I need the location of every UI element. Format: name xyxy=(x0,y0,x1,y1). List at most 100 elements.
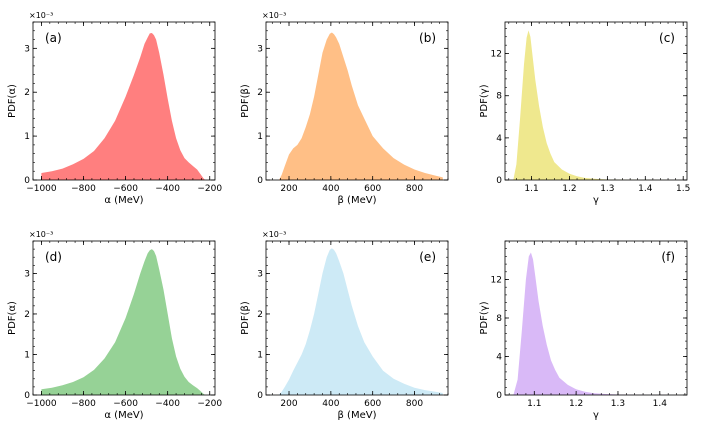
data-point xyxy=(542,325,543,326)
y-tick-label: 0 xyxy=(496,391,502,401)
data-point xyxy=(203,393,204,394)
panel-label: (e) xyxy=(419,250,436,264)
data-point xyxy=(331,248,332,249)
data-point xyxy=(424,390,425,391)
distribution-area xyxy=(41,33,206,180)
y-tick-label: 1 xyxy=(24,350,30,360)
data-point xyxy=(133,74,134,75)
data-point xyxy=(414,169,415,170)
data-point xyxy=(203,178,204,179)
data-point xyxy=(163,289,164,290)
data-point xyxy=(83,377,84,378)
x-tick-label: −1000 xyxy=(26,399,57,409)
data-point xyxy=(281,174,282,175)
data-point xyxy=(528,256,529,257)
data-point xyxy=(530,252,531,253)
data-point xyxy=(535,79,536,80)
data-point xyxy=(147,253,148,254)
data-point xyxy=(93,150,94,151)
data-point xyxy=(576,389,577,390)
data-point xyxy=(281,391,282,392)
x-axis-label: β (MeV) xyxy=(338,195,377,206)
data-point xyxy=(149,33,150,34)
x-tick-label: −1000 xyxy=(26,184,57,194)
data-point xyxy=(435,391,436,392)
y-tick-label: 1 xyxy=(257,350,263,360)
x-tick-label: 1.1 xyxy=(524,184,538,194)
data-point xyxy=(343,57,344,58)
distribution-area xyxy=(279,32,443,180)
x-tick-label: −400 xyxy=(155,399,180,409)
data-point xyxy=(347,70,348,71)
data-point xyxy=(424,172,425,173)
data-point xyxy=(326,39,327,40)
axes-frame xyxy=(504,21,688,181)
data-point xyxy=(351,305,352,306)
data-point xyxy=(435,175,436,176)
data-point xyxy=(339,43,340,44)
data-point xyxy=(184,376,185,377)
x-tick-label: 1.5 xyxy=(676,184,690,194)
data-point xyxy=(184,158,185,159)
data-point xyxy=(153,35,154,36)
y-tick-label: 0 xyxy=(24,391,30,401)
data-point xyxy=(72,164,73,165)
data-point xyxy=(318,293,319,294)
data-point xyxy=(535,274,536,275)
data-point xyxy=(156,39,157,40)
data-point xyxy=(151,249,152,250)
data-point xyxy=(288,379,289,380)
data-point xyxy=(301,138,302,139)
data-point xyxy=(301,354,302,355)
x-tick-label: −200 xyxy=(197,399,222,409)
data-point xyxy=(176,138,177,139)
data-point xyxy=(383,148,384,149)
data-point xyxy=(559,377,560,378)
data-point xyxy=(347,289,348,290)
panel-d: −1000 −800 −600 −400 −200 0 1 2 3 α (MeV) PDF(α) ×1… xyxy=(7,230,222,421)
x-tick-label: −800 xyxy=(71,184,96,194)
data-point xyxy=(147,37,148,38)
data-point xyxy=(550,153,551,154)
data-point xyxy=(383,370,384,371)
y-tick-label: 3 xyxy=(24,44,30,54)
data-point xyxy=(576,176,577,177)
data-point xyxy=(372,136,373,137)
data-point xyxy=(414,387,415,388)
data-point xyxy=(336,253,337,254)
data-point xyxy=(188,162,189,163)
data-point xyxy=(104,138,105,139)
data-point xyxy=(180,150,181,151)
panel-a: −1000 −800 −600 −400 −200 0 1 2 3 α (MeV) PDF(α) ×1… xyxy=(7,11,222,206)
data-point xyxy=(171,120,172,121)
y-scale-multiplier: ×10⁻³ xyxy=(262,11,286,20)
x-tick-label: 1.3 xyxy=(611,399,625,409)
data-point xyxy=(83,158,84,159)
data-point xyxy=(569,173,570,174)
panel-e: 200 400 600 800 0 1 2 3 β (MeV) PDF(β) ×10⁻³ (e) xyxy=(240,230,449,421)
data-point xyxy=(442,392,443,393)
data-point xyxy=(318,74,319,75)
y-tick-label: 0 xyxy=(496,176,502,186)
x-tick-label: 1.4 xyxy=(653,399,668,409)
y-tick-label: 1 xyxy=(257,132,263,142)
y-tick-label: 8 xyxy=(496,92,502,102)
y-tick-label: 12 xyxy=(491,50,502,60)
panel-label: (f) xyxy=(661,250,675,264)
y-axis-label: PDF(γ) xyxy=(479,84,490,117)
x-tick-label: −400 xyxy=(155,184,180,194)
data-point xyxy=(584,391,585,392)
panel-label: (b) xyxy=(419,31,436,45)
data-point xyxy=(393,158,394,159)
data-point xyxy=(51,171,52,172)
data-point xyxy=(314,96,315,97)
panel-b: 200 400 600 800 0 1 2 3 β (MeV) PDF(β) ×10⁻³ (b) xyxy=(240,11,449,206)
data-point xyxy=(151,32,152,33)
data-point xyxy=(197,388,198,389)
data-point xyxy=(156,255,157,256)
data-point xyxy=(550,360,551,361)
x-tick-label: 600 xyxy=(364,184,381,194)
data-point xyxy=(140,57,141,58)
data-point xyxy=(539,106,540,107)
